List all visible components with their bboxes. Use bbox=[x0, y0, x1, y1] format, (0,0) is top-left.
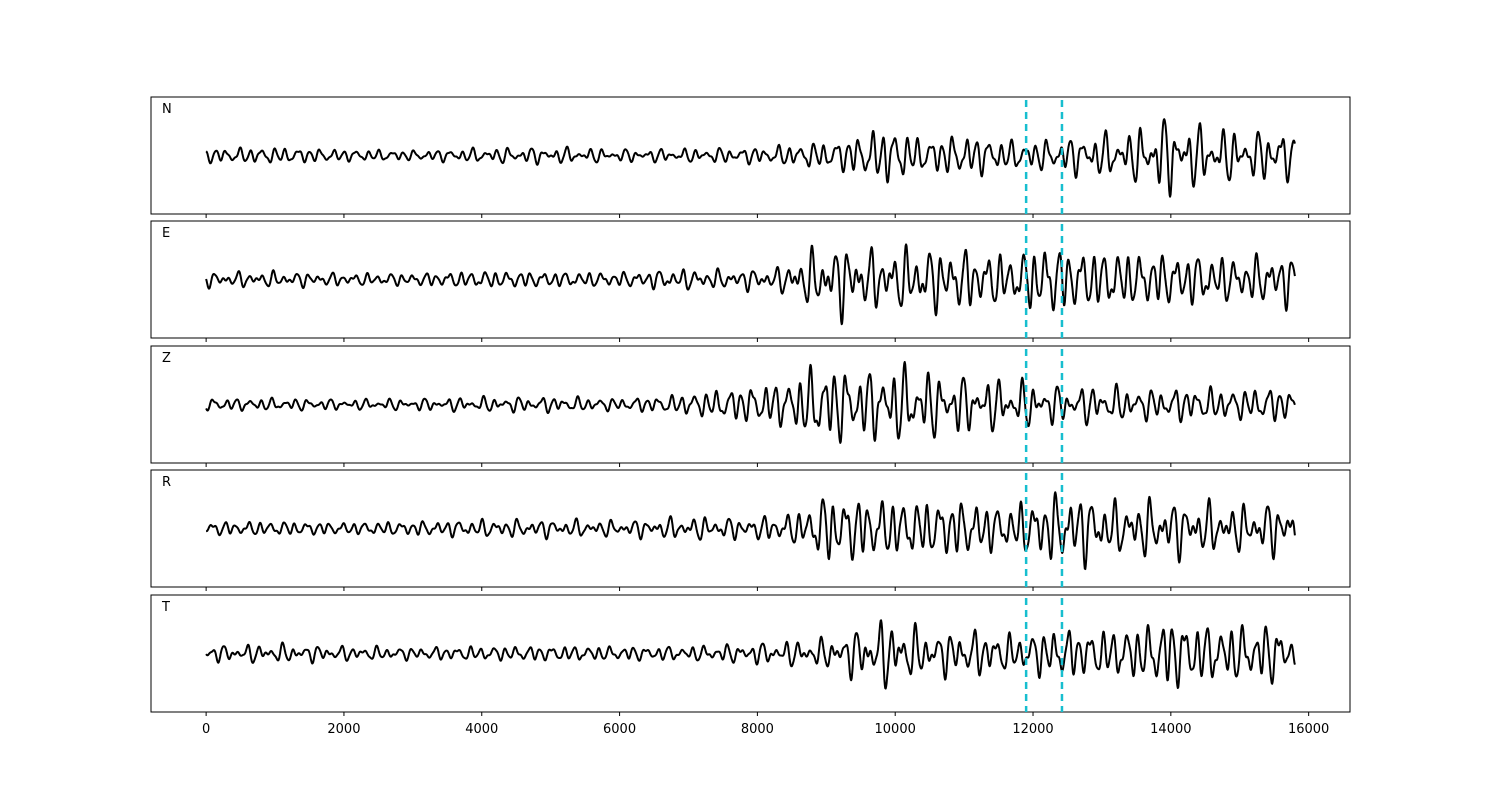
panel-label: N bbox=[162, 102, 172, 117]
x-tick-label: 8000 bbox=[741, 722, 774, 737]
panel-n: N bbox=[150, 96, 1351, 218]
panel-frame bbox=[150, 345, 1351, 464]
x-tick-label: 12000 bbox=[1012, 722, 1053, 737]
trace-panels: N E Z R T bbox=[150, 96, 1351, 716]
panel-label: Z bbox=[162, 351, 171, 366]
x-tick-label: 6000 bbox=[603, 722, 636, 737]
panel-frame bbox=[150, 220, 1351, 339]
x-tick-label: 4000 bbox=[465, 722, 498, 737]
panel-frame bbox=[150, 594, 1351, 713]
x-tick-label: 14000 bbox=[1150, 722, 1191, 737]
trace-line-r bbox=[205, 491, 1296, 571]
panel-e: E bbox=[150, 220, 1351, 342]
x-axis: 0 2000 4000 6000 8000 10000 12000 14000 16000 bbox=[202, 722, 1329, 737]
panel-r: R bbox=[150, 469, 1351, 591]
trace-line-t bbox=[205, 619, 1296, 690]
panel-label: E bbox=[162, 226, 170, 241]
panel-frame bbox=[150, 96, 1351, 215]
panel-z: Z bbox=[150, 345, 1351, 467]
panel-frame bbox=[150, 469, 1351, 588]
x-tick-label: 16000 bbox=[1288, 722, 1329, 737]
x-tick-label: 2000 bbox=[327, 722, 360, 737]
x-tick-label: 10000 bbox=[875, 722, 916, 737]
panel-label: R bbox=[162, 475, 171, 490]
trace-line-e bbox=[205, 243, 1296, 326]
panel-t: T bbox=[150, 594, 1351, 716]
panel-label: T bbox=[161, 600, 170, 615]
x-tick-label: 0 bbox=[202, 722, 210, 737]
trace-line-z bbox=[205, 361, 1296, 444]
trace-line-n bbox=[205, 118, 1296, 198]
